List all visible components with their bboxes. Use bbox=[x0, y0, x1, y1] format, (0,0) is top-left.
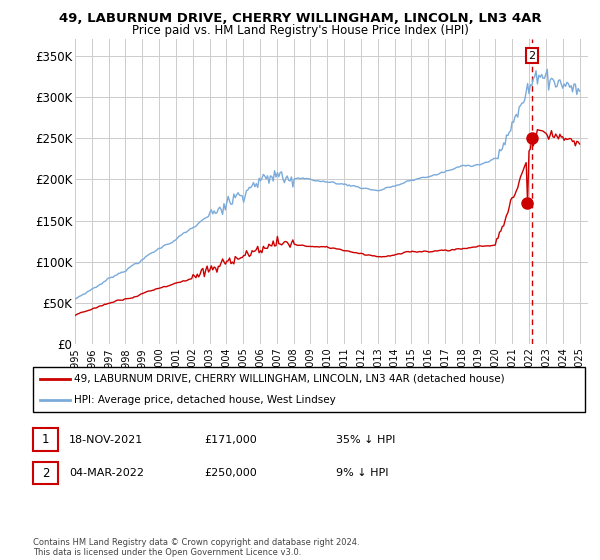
Text: £250,000: £250,000 bbox=[204, 468, 257, 478]
Text: 18-NOV-2021: 18-NOV-2021 bbox=[69, 435, 143, 445]
Text: 1: 1 bbox=[42, 433, 49, 446]
Text: HPI: Average price, detached house, West Lindsey: HPI: Average price, detached house, West… bbox=[74, 394, 335, 404]
Text: 2: 2 bbox=[42, 466, 49, 480]
Text: 9% ↓ HPI: 9% ↓ HPI bbox=[336, 468, 389, 478]
Text: 04-MAR-2022: 04-MAR-2022 bbox=[69, 468, 144, 478]
Text: 49, LABURNUM DRIVE, CHERRY WILLINGHAM, LINCOLN, LN3 4AR (detached house): 49, LABURNUM DRIVE, CHERRY WILLINGHAM, L… bbox=[74, 374, 505, 384]
Text: Price paid vs. HM Land Registry's House Price Index (HPI): Price paid vs. HM Land Registry's House … bbox=[131, 24, 469, 36]
Text: 2: 2 bbox=[529, 51, 536, 60]
Text: Contains HM Land Registry data © Crown copyright and database right 2024.
This d: Contains HM Land Registry data © Crown c… bbox=[33, 538, 359, 557]
Text: 35% ↓ HPI: 35% ↓ HPI bbox=[336, 435, 395, 445]
Text: 49, LABURNUM DRIVE, CHERRY WILLINGHAM, LINCOLN, LN3 4AR: 49, LABURNUM DRIVE, CHERRY WILLINGHAM, L… bbox=[59, 12, 541, 25]
Text: £171,000: £171,000 bbox=[204, 435, 257, 445]
